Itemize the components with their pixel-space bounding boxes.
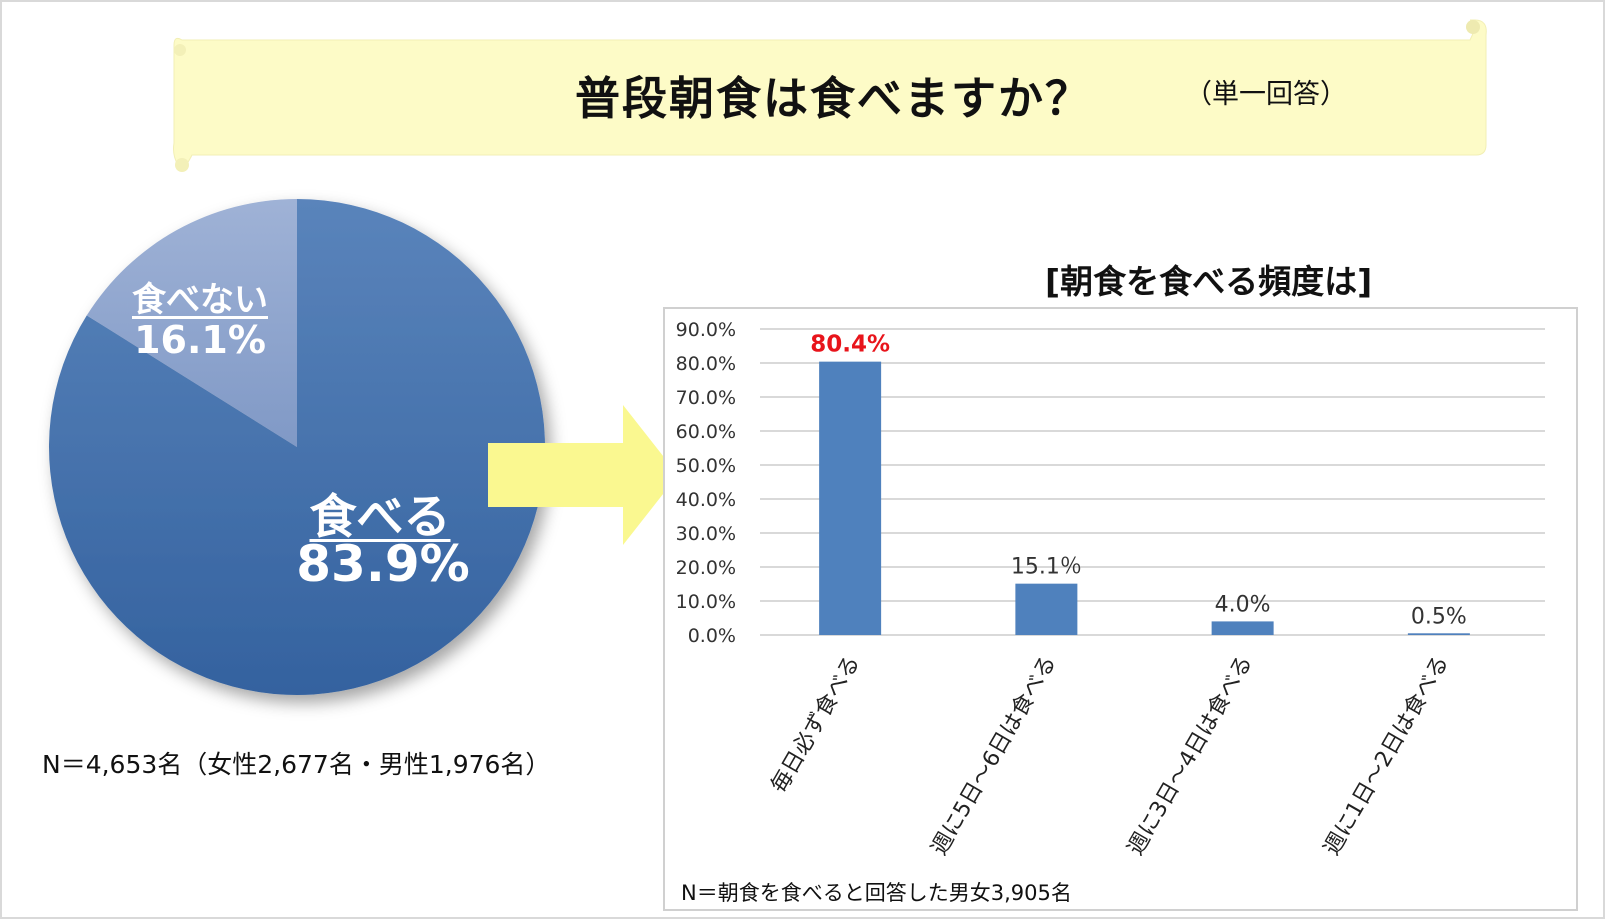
bar-chart-title: [朝食を食べる頻度は]: [1045, 262, 1373, 301]
x-category-label: 週に5日～6日は食べる: [927, 652, 1062, 860]
pie-slice-not-eat: [86, 199, 297, 447]
page-title: 普段朝食は食べますか？: [575, 72, 1093, 125]
y-tick-label: 80.0%: [676, 353, 736, 375]
pie-value-eat: 83.9%: [296, 535, 470, 593]
bar: [1407, 633, 1470, 635]
bar-value-label: 4.0%: [1215, 592, 1271, 617]
pie-label-eat: 食べる: [309, 490, 451, 545]
bar: [1015, 583, 1078, 635]
bar: [1211, 621, 1274, 635]
x-category-label: 週に1日～2日は食べる: [1319, 652, 1454, 860]
pie-sample-note: N＝4,653名（女性2,677名・男性1,976名）: [42, 750, 551, 779]
bar: [819, 361, 882, 635]
y-tick-label: 20.0%: [676, 557, 736, 579]
pie-chart: [49, 199, 546, 695]
y-tick-label: 0.0%: [688, 625, 736, 647]
x-category-label: 毎日必ず食べる: [767, 652, 866, 798]
title-note: （単一回答）: [1185, 79, 1347, 110]
bar-chart-panel: 0.0% 10.0% 20.0% 30.0% 40.0% 50.0% 60.0% 70.0% 8…: [663, 307, 1578, 911]
y-tick-label: 90.0%: [676, 319, 736, 341]
pie-value-not-eat: 16.1%: [134, 318, 266, 362]
right-arrow-icon: [488, 405, 678, 545]
bar-chart: 0.0% 10.0% 20.0% 30.0% 40.0% 50.0% 60.0% 70.0% 8…: [676, 319, 1545, 860]
y-tick-label: 70.0%: [676, 387, 736, 409]
y-tick-label: 40.0%: [676, 489, 736, 511]
title-scroll-banner: [173, 19, 1487, 172]
bar-value-label: 80.4%: [810, 332, 890, 358]
y-tick-label: 10.0%: [676, 591, 736, 613]
x-category-label: 週に3日～4日は食べる: [1123, 652, 1258, 860]
y-tick-label: 60.0%: [676, 421, 736, 443]
y-tick-label: 50.0%: [676, 455, 736, 477]
bar-sample-note: N＝朝食を食べると回答した男女3,905名: [681, 881, 1072, 905]
bar-value-label: 0.5%: [1411, 604, 1467, 629]
bar-value-label: 15.1％: [1011, 555, 1082, 580]
y-tick-label: 30.0%: [676, 523, 736, 545]
pie-label-not-eat: 食べない: [132, 280, 268, 320]
